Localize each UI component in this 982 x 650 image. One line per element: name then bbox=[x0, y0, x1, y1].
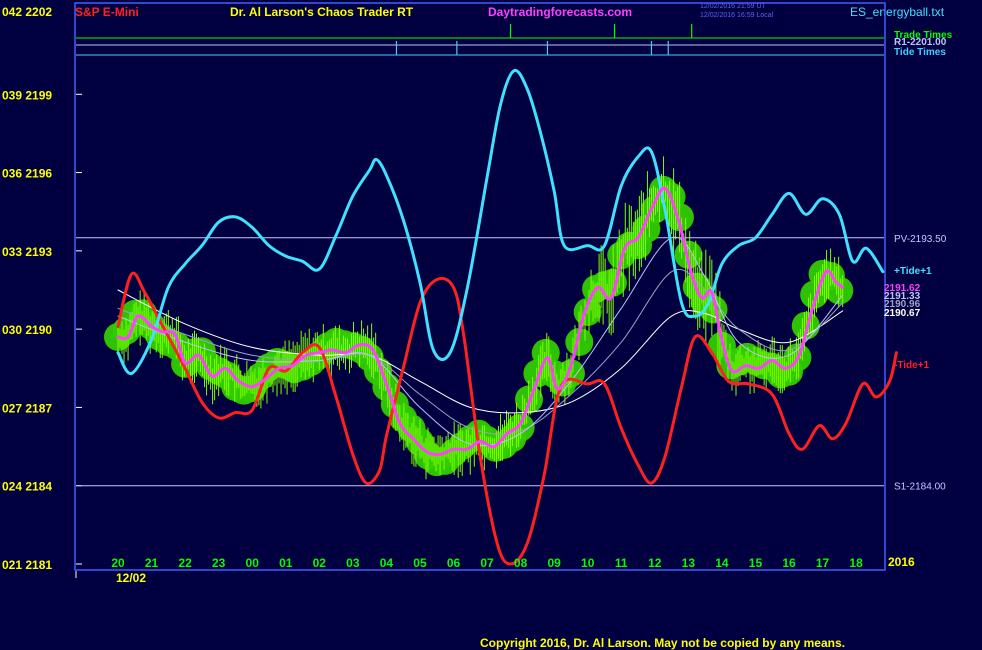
tide-plus-label: +Tide+1 bbox=[894, 266, 932, 277]
site-label: Daytradingforecasts.com bbox=[488, 5, 632, 19]
energy-ball bbox=[825, 276, 854, 305]
y-tick-label: 033 2193 bbox=[2, 245, 52, 259]
time-row-label: R1-2201.00 bbox=[894, 37, 947, 48]
x-tick-label: 15 bbox=[749, 556, 763, 570]
timestamp-ut: 12/02/2016 21:59 UT bbox=[700, 3, 766, 10]
time-row-label: Trade Times bbox=[894, 30, 953, 41]
y-tick-label: 036 2196 bbox=[2, 167, 52, 181]
symbol-label: S&P E-Mini bbox=[75, 5, 139, 19]
x-tick-label: 22 bbox=[178, 556, 192, 570]
x-tick-label: 02 bbox=[313, 556, 327, 570]
series-price bbox=[116, 186, 845, 457]
x-tick-label: 17 bbox=[816, 556, 830, 570]
plot-frame bbox=[74, 2, 886, 571]
x-tick-label: 05 bbox=[413, 556, 427, 570]
x-tick-label: 12 bbox=[648, 556, 662, 570]
x-tick-label: 18 bbox=[849, 556, 863, 570]
series--tide-1 bbox=[116, 68, 885, 376]
x-tick-label: 11 bbox=[615, 556, 628, 570]
app-title: Dr. Al Larson's Chaos Trader RT bbox=[230, 5, 414, 19]
y-tick-label: 039 2199 bbox=[2, 88, 52, 102]
x-tick-label: 00 bbox=[246, 556, 260, 570]
x-tick-label: 04 bbox=[380, 556, 394, 570]
x-tick-label: 06 bbox=[447, 556, 461, 570]
x-tick-label: 21 bbox=[145, 556, 159, 570]
x-axis-ticks: 20 21 22 23 00 01 02 03 04 05 06 07 08 09 10 11 12 13 14 15… bbox=[111, 556, 863, 570]
level-label: PV-2193.50 bbox=[894, 234, 947, 245]
x-tick-label: 14 bbox=[715, 556, 729, 570]
y-tick-label: 027 2187 bbox=[2, 401, 52, 415]
price-value-label: 2191.62 bbox=[884, 283, 921, 294]
time-row-label: Tide Times bbox=[894, 47, 946, 58]
y-axis-ticks: 039 2199 036 2196 033 2193 030 2190 027 2187… bbox=[2, 88, 82, 572]
series-ma2 bbox=[117, 269, 844, 435]
x-tick-label: 01 bbox=[279, 556, 293, 570]
y-tick-label: 024 2184 bbox=[2, 480, 52, 494]
copyright-text: Copyright 2016, Dr. Al Larson. May not b… bbox=[480, 636, 845, 650]
x-tick-label: 03 bbox=[346, 556, 360, 570]
ma1-value-label: 2191.33 bbox=[884, 291, 921, 302]
series--tide-1 bbox=[116, 271, 898, 566]
x-tick-label: 08 bbox=[514, 556, 528, 570]
x-tick-label: 07 bbox=[480, 556, 494, 570]
y-tick-label: 021 2181 bbox=[2, 558, 52, 572]
x-tick-label: 16 bbox=[782, 556, 796, 570]
year-label: 2016 bbox=[888, 555, 915, 569]
series-lines bbox=[116, 68, 898, 566]
x-tick-label: 20 bbox=[111, 556, 125, 570]
right-labels: +Tide+1 -Tide+1 2191.622191.332190.962190.… bbox=[884, 266, 932, 371]
level-lines: PV-2193.50 S1-2184.00 bbox=[76, 234, 947, 493]
x-tick-label: 10 bbox=[581, 556, 595, 570]
ma2-value-label: 2190.96 bbox=[884, 299, 921, 310]
x-tick-label: 09 bbox=[547, 556, 561, 570]
date-label: 12/02 bbox=[116, 571, 146, 585]
y-tick-label: 030 2190 bbox=[2, 323, 52, 337]
tide-minus-label: -Tide+1 bbox=[894, 360, 930, 371]
y-tick-top-label: 042 2202 bbox=[2, 5, 52, 19]
file-label: ES_energyball.txt bbox=[850, 5, 945, 19]
series-ma3 bbox=[117, 289, 844, 414]
ma3-value-label: 2190.67 bbox=[884, 308, 921, 319]
series-ma1 bbox=[117, 236, 844, 447]
level-label: S1-2184.00 bbox=[894, 482, 946, 493]
x-tick-label: 23 bbox=[212, 556, 226, 570]
x-tick-label: 13 bbox=[682, 556, 696, 570]
timestamp-local: 12/02/2016 16:59 Local bbox=[700, 12, 774, 19]
